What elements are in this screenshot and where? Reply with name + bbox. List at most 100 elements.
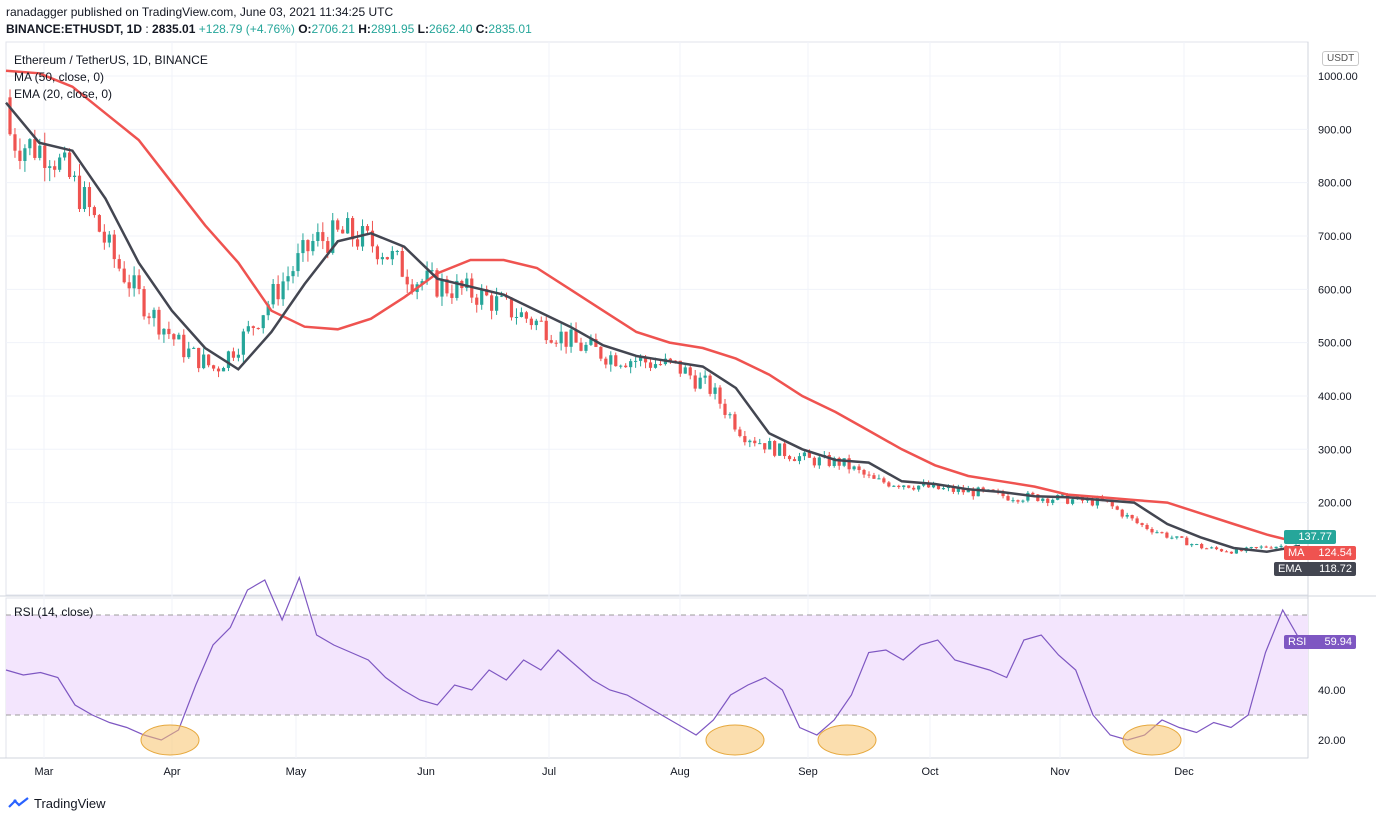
candle-body [1001, 491, 1005, 497]
candle-body [748, 440, 752, 443]
candle-body [172, 334, 176, 340]
candle-body [579, 342, 583, 351]
candle-body [951, 486, 955, 492]
candle-body [365, 226, 370, 231]
candle-body [648, 362, 653, 368]
candle-body [162, 328, 166, 335]
y-tick-label: 200.00 [1318, 498, 1352, 510]
candle-body [445, 279, 449, 294]
candle-body [187, 348, 191, 358]
candle-body [703, 375, 707, 378]
candle-body [569, 329, 573, 347]
rsi-tick-label: 40.00 [1318, 685, 1346, 697]
candle-body [1239, 549, 1243, 552]
candle-body [276, 284, 280, 300]
candle-body [326, 241, 330, 253]
candle-body [1165, 532, 1169, 538]
y-tick-label: 1000.00 [1318, 71, 1358, 83]
candle-body [112, 234, 116, 260]
symbol-label: BINANCE:ETHUSDT, 1D [6, 22, 143, 36]
candle-body [23, 148, 27, 161]
oversold-highlight [817, 724, 877, 756]
candle-body [53, 166, 57, 170]
candle-body [629, 361, 633, 368]
rsi-legend: RSI (14, close) [14, 605, 94, 619]
currency-label[interactable]: USDT [1322, 51, 1360, 66]
candle-body [221, 367, 226, 372]
candle-body [435, 270, 439, 297]
candle-body [668, 358, 672, 361]
candle-body [375, 246, 380, 260]
candle-body [102, 231, 106, 243]
x-tick-label: Apr [163, 766, 180, 778]
candle-body [266, 304, 270, 316]
candle-body [698, 377, 702, 389]
candle-body [594, 339, 598, 347]
candle-body [778, 443, 782, 456]
candle-body [802, 452, 807, 457]
candle-body [390, 251, 394, 260]
candle-body [554, 342, 558, 344]
candle-body [1046, 498, 1050, 503]
oversold-highlight [705, 724, 765, 756]
candle-body [182, 334, 186, 358]
candle-body [1279, 545, 1283, 547]
candle-body [619, 365, 623, 367]
candle-body [281, 281, 285, 300]
rsi-line [5, 575, 1301, 741]
candle-body [1209, 547, 1214, 549]
candle-body [465, 278, 469, 289]
candle-body [440, 279, 444, 297]
candle-body [907, 485, 911, 488]
candle-body [847, 458, 851, 470]
x-tick-label: Nov [1050, 766, 1070, 778]
candle-body [837, 458, 841, 466]
tradingview-logo[interactable]: TradingView [8, 796, 106, 811]
candle-body [485, 289, 489, 296]
candle-body [216, 368, 221, 372]
candle-body [524, 312, 528, 319]
ema-price-tag: EMA 118.72 [1274, 562, 1356, 576]
candle-body [380, 257, 384, 260]
candle-body [475, 297, 479, 305]
low-value: 2662.40 [429, 22, 473, 36]
candle-body [931, 483, 936, 488]
candle-body [499, 295, 504, 297]
candle-body [976, 487, 980, 497]
close-price: 2835.01 [152, 22, 196, 36]
candle-body [614, 355, 618, 367]
candle-body [857, 466, 861, 471]
high-value: 2891.95 [370, 22, 415, 36]
candle-body [1031, 492, 1035, 495]
candle-body [1115, 506, 1119, 510]
candle-body [758, 443, 762, 445]
candle-body [584, 344, 588, 351]
candle-body [638, 356, 643, 361]
candle-body [236, 354, 241, 358]
candle-body [43, 145, 47, 168]
candle-body [331, 220, 335, 253]
candle-body [1185, 537, 1189, 546]
candle-body [713, 387, 717, 394]
candle-body [1155, 532, 1159, 534]
candle-body [792, 459, 797, 462]
candle-body [231, 351, 236, 358]
candle-body [122, 268, 126, 283]
candle-body [425, 270, 429, 282]
change-value: +128.79 (+4.76%) [198, 22, 295, 36]
candle-body [956, 488, 960, 492]
candle-body [564, 331, 568, 347]
candle-body [971, 489, 975, 497]
price-pane-frame [5, 41, 1309, 596]
candle-body [604, 358, 608, 365]
candle-body [609, 355, 613, 365]
candle-body [624, 365, 628, 368]
x-tick-label: Sep [798, 766, 818, 778]
candle-body [827, 455, 831, 466]
x-tick-label: Dec [1174, 766, 1194, 778]
candle-body [862, 470, 866, 475]
candle-body [509, 297, 514, 318]
candle-body [1200, 544, 1204, 549]
candle-body [1090, 498, 1095, 506]
